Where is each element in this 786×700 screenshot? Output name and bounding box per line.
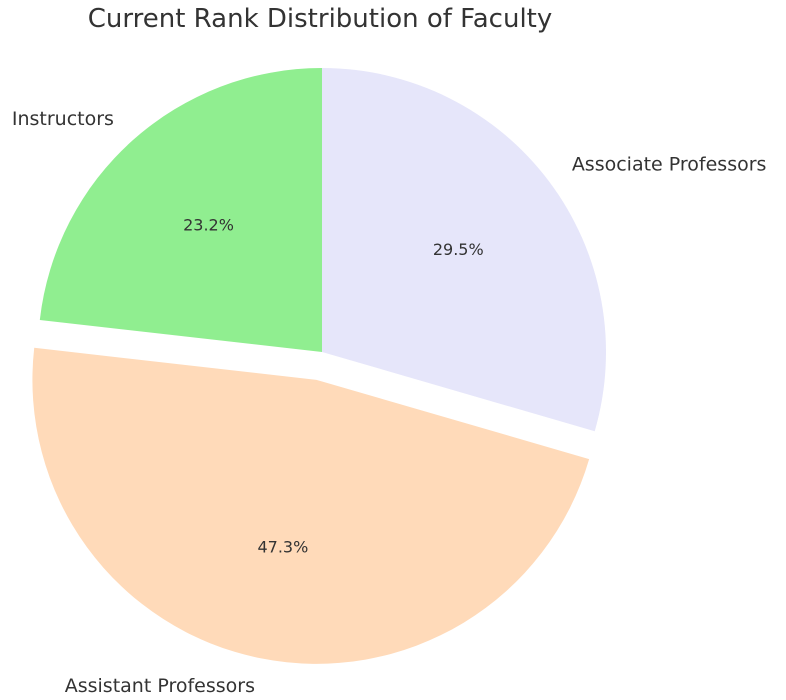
pct-label-assistant-professors: 47.3% — [257, 537, 308, 556]
chart-title: Current Rank Distribution of Faculty — [87, 4, 553, 34]
pie-labels: 23.2% Instructors 47.3% Assistant Professor… — [12, 108, 767, 697]
pie-slice-instructors — [39, 68, 322, 352]
slice-label-associate-professors: Associate Professors — [572, 153, 767, 175]
pie-slices — [32, 68, 606, 664]
pct-label-instructors: 23.2% — [183, 215, 234, 234]
pie-slice-assistant-professors — [32, 347, 590, 664]
slice-label-assistant-professors: Assistant Professors — [65, 675, 255, 697]
pct-label-associate-professors: 29.5% — [433, 240, 484, 259]
pie-slice-associate-professors — [322, 68, 606, 432]
slice-label-instructors: Instructors — [12, 108, 114, 130]
